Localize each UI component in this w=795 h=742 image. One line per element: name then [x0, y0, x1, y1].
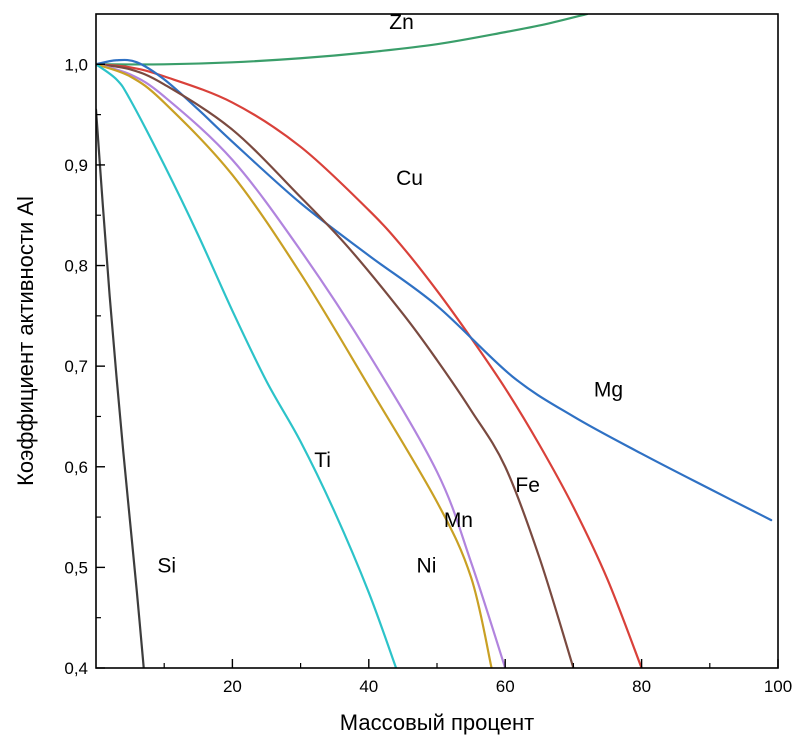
series-label-ni: Ni	[417, 554, 437, 577]
y-tick-label: 0,4	[64, 659, 88, 678]
x-tick-label: 40	[359, 677, 378, 696]
series-label-zn: Zn	[389, 11, 414, 34]
x-tick-label: 20	[223, 677, 242, 696]
x-tick-label: 80	[632, 677, 651, 696]
ticks-layer: 20 40 60 80 100 0,4 0,5 0,6 0,7 0,8 0,9 1,0	[64, 55, 792, 696]
series-label-cu: Cu	[396, 167, 423, 190]
x-axis-title: Массовый процент	[340, 710, 534, 735]
x-tick-label: 100	[764, 677, 792, 696]
y-tick-label: 0,6	[64, 458, 88, 477]
plot-frame	[95, 13, 779, 669]
series-line-mn	[96, 63, 507, 668]
x-tick-label: 60	[496, 677, 515, 696]
series-line-si	[96, 108, 145, 668]
series-label-fe: Fe	[515, 474, 540, 497]
series-label-mg: Mg	[594, 378, 623, 401]
y-tick-label: 0,9	[64, 156, 88, 175]
series-layer	[96, 14, 773, 668]
y-tick-label: 0,5	[64, 558, 88, 577]
series-line-ti	[96, 63, 398, 668]
y-axis-title: Коэффициент активности Al	[13, 196, 38, 486]
series-line-zn	[96, 14, 589, 66]
series-labels-layer: Zn Cu Mg Fe Mn Ni Ti Si	[157, 11, 623, 577]
y-tick-label: 1,0	[64, 55, 88, 74]
series-label-ti: Ti	[314, 449, 331, 472]
series-line-ni	[96, 63, 493, 668]
series-label-mn: Mn	[444, 509, 473, 532]
series-label-si: Si	[157, 554, 176, 577]
y-tick-label: 0,8	[64, 257, 88, 276]
series-line-cu	[96, 63, 643, 668]
series-line-fe	[96, 63, 575, 668]
y-tick-label: 0,7	[64, 357, 88, 376]
series-line-mg	[96, 58, 773, 522]
